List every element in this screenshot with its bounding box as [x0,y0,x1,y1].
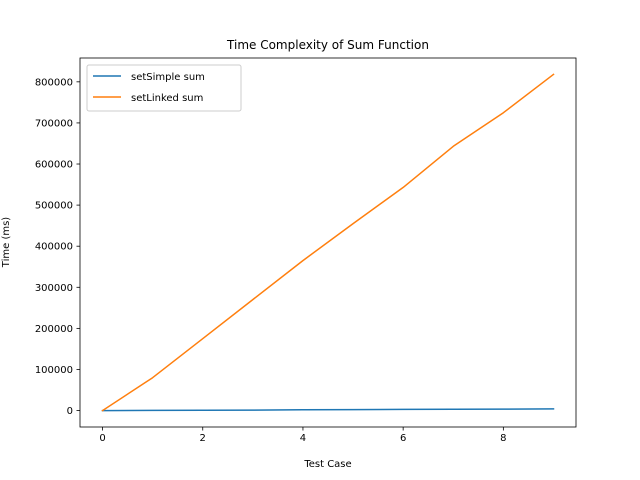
x-tick-label: 6 [400,433,406,444]
y-tick-label: 100000 [35,365,73,376]
plot-frame [79,57,577,428]
x-tick-label: 2 [200,433,206,444]
series-line-setsimple-sum [101,408,555,412]
legend: setSimple sum setLinked sum [86,64,242,112]
legend-label-setsimple: setSimple sum [131,72,205,83]
y-tick-label: 700000 [35,118,73,129]
legend-box [86,64,242,112]
chart-title: Time Complexity of Sum Function [226,38,429,52]
y-tick-label: 400000 [35,242,73,253]
series-line-setlinked-sum [101,73,555,412]
y-tick-label: 800000 [35,77,73,88]
x-axis-label: Test Case [303,459,351,470]
x-tick-label: 4 [300,433,306,444]
legend-label-setlinked: setLinked sum [131,93,203,104]
y-tick-label: 0 [67,406,73,417]
y-tick-label: 500000 [35,201,73,212]
series-layer [101,73,555,412]
y-tick-label: 600000 [35,160,73,171]
y-axis-label: Time (ms) [1,217,12,269]
y-tick-label: 300000 [35,283,73,294]
x-tick-label: 8 [500,433,506,444]
x-tick-label: 0 [99,433,105,444]
y-axis-ticks: 0 100000 200000 300000 400000 500000 600000 700… [35,77,80,417]
y-tick-label: 200000 [35,324,73,335]
x-axis-ticks: 0 2 4 6 8 [99,427,507,444]
